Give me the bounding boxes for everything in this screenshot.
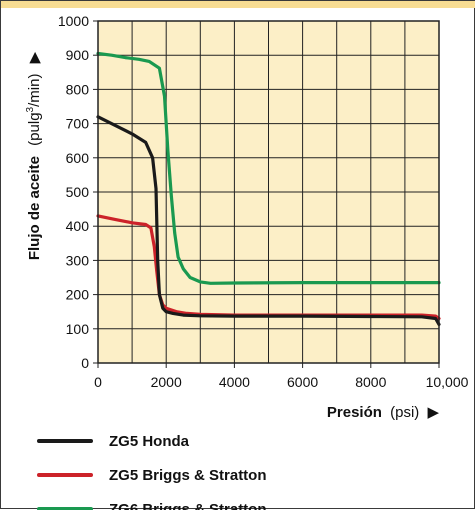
y-axis-label-unit-superscript: 3 bbox=[25, 106, 36, 112]
y-axis-label-unit: (pulg bbox=[26, 112, 43, 145]
y-tick-label: 700 bbox=[66, 116, 90, 132]
legend-label: ZG6 Briggs & Stratton bbox=[109, 501, 267, 510]
y-axis-arrow-icon: ▶ bbox=[26, 51, 43, 63]
series-lines bbox=[96, 51, 441, 326]
legend: ZG5 Honda ZG5 Briggs & Stratton ZG6 Briggs… bbox=[37, 433, 267, 510]
x-tick-label: 6000 bbox=[287, 374, 318, 390]
series-line-zg6-briggs-stratton bbox=[96, 51, 441, 285]
y-tick-label: 0 bbox=[81, 355, 89, 371]
y-tick-label: 100 bbox=[66, 321, 90, 337]
x-tick-label: 4000 bbox=[219, 374, 250, 390]
y-axis-ticks: 0 100 200 300 400 500 600 700 800 900 1000 bbox=[58, 13, 98, 371]
legend-item: ZG5 Briggs & Stratton bbox=[37, 467, 267, 484]
y-tick-label: 1000 bbox=[58, 13, 89, 29]
x-axis-label: Presión (psi) ▶ bbox=[327, 404, 440, 421]
x-tick-label: 0 bbox=[94, 374, 102, 390]
y-axis-label-unit-rest: /min) bbox=[26, 74, 43, 107]
y-tick-label: 800 bbox=[66, 81, 90, 97]
y-tick-label: 400 bbox=[66, 218, 90, 234]
y-tick-label: 300 bbox=[66, 252, 90, 268]
legend-item: ZG5 Honda bbox=[37, 433, 190, 450]
y-tick-label: 900 bbox=[66, 47, 90, 63]
x-axis-ticks: 0 2000 4000 6000 8000 10,000 bbox=[94, 363, 469, 390]
y-tick-label: 600 bbox=[66, 150, 90, 166]
top-accent-bar bbox=[1, 1, 475, 8]
x-axis-label-bold: Presión bbox=[327, 404, 382, 421]
y-axis-label: Flujo de aceite (pulg3/min) ▶ bbox=[25, 51, 43, 260]
x-tick-label: 2000 bbox=[151, 374, 182, 390]
x-tick-label: 8000 bbox=[355, 374, 386, 390]
legend-label: ZG5 Honda bbox=[109, 433, 190, 450]
series-line-zg5-honda bbox=[96, 115, 441, 326]
x-axis-arrow-icon: ▶ bbox=[427, 404, 439, 421]
y-tick-label: 200 bbox=[66, 287, 90, 303]
x-tick-label: 10,000 bbox=[426, 374, 469, 390]
y-tick-label: 500 bbox=[66, 184, 90, 200]
y-axis-label-bold: Flujo de aceite bbox=[26, 156, 43, 260]
x-axis-label-unit: (psi) bbox=[390, 404, 419, 421]
legend-label: ZG5 Briggs & Stratton bbox=[109, 467, 267, 484]
